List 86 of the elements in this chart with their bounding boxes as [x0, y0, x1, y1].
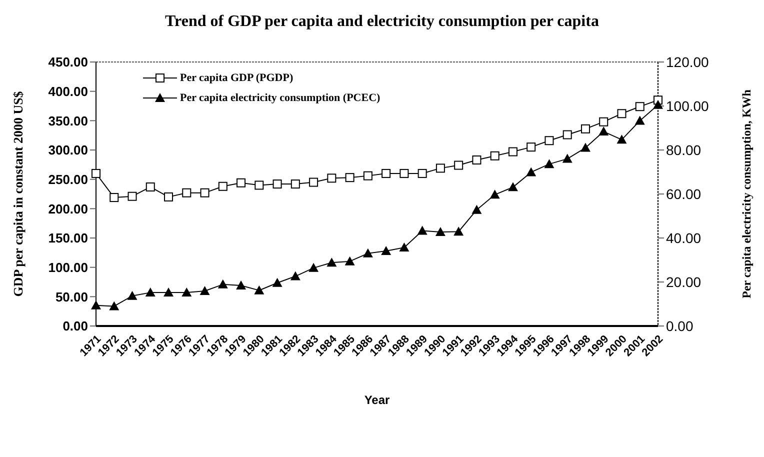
point	[454, 160, 464, 170]
point	[272, 278, 282, 287]
point	[436, 164, 445, 173]
point	[327, 174, 336, 183]
point	[544, 136, 554, 146]
point	[617, 109, 626, 118]
point	[599, 117, 608, 126]
point	[653, 100, 663, 109]
point	[182, 188, 192, 198]
point	[399, 242, 410, 252]
point	[635, 102, 644, 112]
point	[362, 248, 373, 258]
y2-tick-label: 20.00	[666, 274, 702, 290]
y-axis-title: GDP per capita in constant 2000 US$	[10, 90, 26, 297]
point	[200, 286, 210, 296]
point	[128, 192, 137, 201]
point	[309, 178, 318, 187]
y-tick-label: 450.00	[48, 54, 88, 70]
point	[146, 182, 155, 192]
point	[544, 159, 554, 168]
y-tick-label: 350.00	[48, 113, 88, 128]
point	[254, 285, 264, 294]
point	[345, 173, 354, 182]
point	[344, 256, 355, 266]
point	[490, 190, 500, 199]
legend-label: Per capita electricity consumption (PCEC)	[180, 92, 380, 104]
point	[236, 280, 246, 290]
point	[508, 182, 518, 192]
point	[400, 168, 409, 178]
point	[145, 288, 156, 297]
point	[218, 279, 228, 288]
point	[616, 134, 627, 144]
y-tick-label: 100.00	[48, 260, 88, 275]
y-tick-label: 50.00	[55, 289, 88, 304]
point	[109, 301, 120, 310]
point	[490, 151, 500, 160]
point	[562, 130, 572, 140]
point	[454, 226, 464, 236]
y2-tick-label: 100.00	[666, 98, 710, 114]
point	[363, 171, 372, 180]
point	[508, 147, 518, 156]
point	[200, 188, 210, 198]
y2-tick-label: 80.00	[666, 142, 702, 158]
point	[562, 154, 572, 163]
y2-tick-label: 0.00	[666, 318, 694, 334]
point	[326, 258, 337, 267]
point	[91, 300, 101, 310]
point	[164, 192, 174, 202]
point	[254, 180, 264, 190]
legend-label: Per capita GDP (PGDP)	[180, 72, 294, 84]
point	[92, 168, 100, 178]
point	[598, 126, 609, 136]
point	[110, 193, 119, 202]
y-tick-label: 400.00	[48, 84, 88, 99]
point	[127, 290, 138, 300]
y-tick-label: 200.00	[48, 201, 88, 216]
point	[381, 246, 392, 255]
point	[417, 226, 428, 235]
y2-tick-label: 40.00	[666, 230, 702, 246]
point	[182, 288, 192, 297]
y2-axis-title: Per capita electricity consumption, KWh	[739, 89, 754, 298]
point	[580, 142, 590, 152]
point	[290, 180, 300, 189]
point	[472, 204, 482, 214]
y-tick-label: 0.00	[62, 318, 88, 334]
point	[382, 168, 391, 178]
point	[308, 262, 319, 272]
point	[164, 288, 174, 297]
point	[526, 142, 536, 152]
point	[418, 168, 427, 178]
point	[435, 227, 446, 236]
point	[236, 178, 246, 188]
point	[580, 124, 590, 134]
y-tick-label: 250.00	[48, 172, 88, 187]
point	[272, 180, 282, 189]
x-axis-title: Year	[364, 393, 390, 407]
y-tick-label: 300.00	[48, 142, 88, 158]
y2-tick-label: 120.00	[666, 54, 710, 70]
point	[472, 155, 482, 164]
point	[526, 167, 536, 176]
chart-title: Trend of GDP per capita and electricity consumption per capita	[164, 12, 600, 32]
point	[634, 116, 645, 125]
y2-tick-label: 60.00	[666, 186, 702, 202]
y-tick-label: 150.00	[48, 230, 88, 246]
point	[290, 271, 300, 280]
point	[218, 182, 228, 191]
